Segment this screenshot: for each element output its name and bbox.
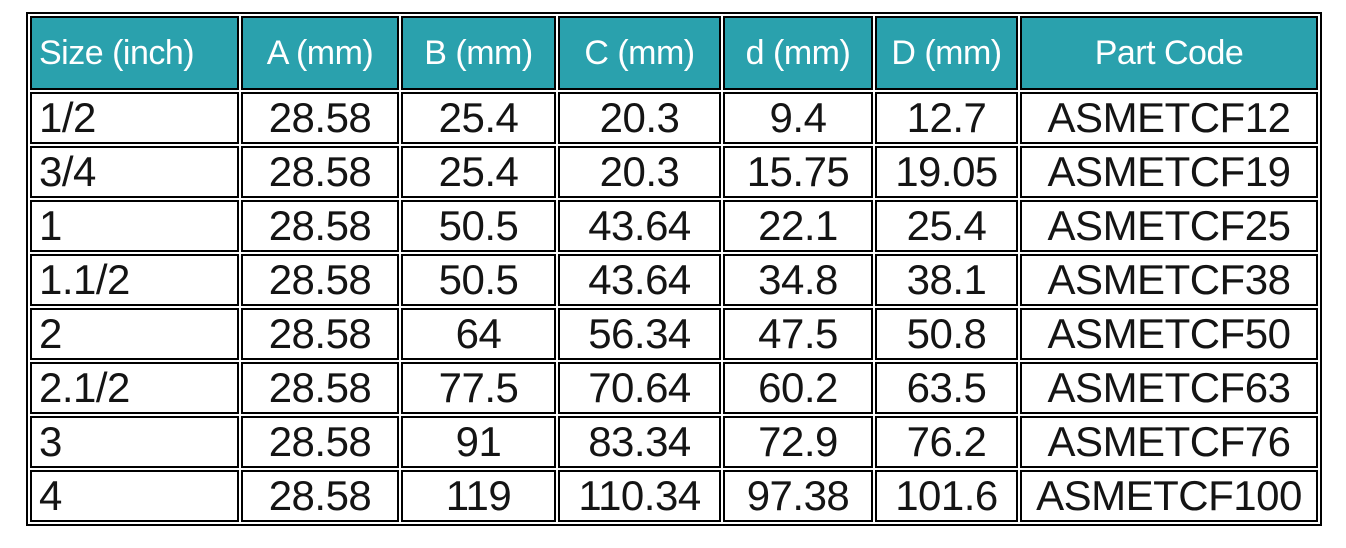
cell-part-code: ASMETCF63 [1020,362,1318,414]
cell-d-small: 9.4 [723,92,873,144]
cell-d-large: 12.7 [875,92,1018,144]
cell-size: 2.1/2 [30,362,239,414]
header-row: Size (inch) A (mm) B (mm) C (mm) d (mm) D (mm… [30,16,1318,90]
cell-size: 4 [30,470,239,522]
cell-b: 91 [401,416,556,468]
cell-c: 56.34 [558,308,721,360]
cell-d-large: 25.4 [875,200,1018,252]
cell-b: 50.5 [401,254,556,306]
cell-d-large: 101.6 [875,470,1018,522]
column-header-b: B (mm) [401,16,556,90]
column-header-part-code: Part Code [1020,16,1318,90]
cell-d-large: 50.8 [875,308,1018,360]
cell-c: 20.3 [558,146,721,198]
cell-d-large: 76.2 [875,416,1018,468]
cell-size: 1 [30,200,239,252]
table-row: 2 28.58 64 56.34 47.5 50.8 ASMETCF50 [30,308,1318,360]
table-row: 3 28.58 91 83.34 72.9 76.2 ASMETCF76 [30,416,1318,468]
table-row: 4 28.58 119 110.34 97.38 101.6 ASMETCF100 [30,470,1318,522]
cell-part-code: ASMETCF76 [1020,416,1318,468]
cell-d-small: 15.75 [723,146,873,198]
table-row: 3/4 28.58 25.4 20.3 15.75 19.05 ASMETCF19 [30,146,1318,198]
cell-a: 28.58 [241,308,399,360]
cell-b: 25.4 [401,92,556,144]
cell-a: 28.58 [241,254,399,306]
column-header-a: A (mm) [241,16,399,90]
table-body: 1/2 28.58 25.4 20.3 9.4 12.7 ASMETCF12 3/4 28.58… [30,92,1318,522]
cell-d-small: 22.1 [723,200,873,252]
dimension-spec-table: Size (inch) A (mm) B (mm) C (mm) d (mm) D (mm… [26,12,1322,526]
column-header-size: Size (inch) [30,16,239,90]
cell-c: 70.64 [558,362,721,414]
cell-d-large: 38.1 [875,254,1018,306]
cell-d-large: 19.05 [875,146,1018,198]
cell-part-code: ASMETCF100 [1020,470,1318,522]
cell-size: 2 [30,308,239,360]
cell-a: 28.58 [241,92,399,144]
cell-d-small: 34.8 [723,254,873,306]
cell-b: 119 [401,470,556,522]
cell-size: 1.1/2 [30,254,239,306]
cell-a: 28.58 [241,200,399,252]
cell-part-code: ASMETCF25 [1020,200,1318,252]
column-header-c: C (mm) [558,16,721,90]
cell-part-code: ASMETCF12 [1020,92,1318,144]
cell-size: 3 [30,416,239,468]
cell-part-code: ASMETCF38 [1020,254,1318,306]
cell-c: 83.34 [558,416,721,468]
cell-c: 43.64 [558,254,721,306]
cell-a: 28.58 [241,416,399,468]
column-header-d-large: D (mm) [875,16,1018,90]
table-row: 1 28.58 50.5 43.64 22.1 25.4 ASMETCF25 [30,200,1318,252]
table-row: 1/2 28.58 25.4 20.3 9.4 12.7 ASMETCF12 [30,92,1318,144]
cell-b: 50.5 [401,200,556,252]
cell-size: 1/2 [30,92,239,144]
cell-d-small: 60.2 [723,362,873,414]
cell-d-small: 97.38 [723,470,873,522]
cell-a: 28.58 [241,146,399,198]
cell-d-large: 63.5 [875,362,1018,414]
column-header-d-small: d (mm) [723,16,873,90]
cell-size: 3/4 [30,146,239,198]
table-row: 2.1/2 28.58 77.5 70.64 60.2 63.5 ASMETCF63 [30,362,1318,414]
cell-c: 20.3 [558,92,721,144]
table-head: Size (inch) A (mm) B (mm) C (mm) d (mm) D (mm… [30,16,1318,90]
cell-part-code: ASMETCF19 [1020,146,1318,198]
cell-c: 110.34 [558,470,721,522]
cell-d-small: 47.5 [723,308,873,360]
cell-c: 43.64 [558,200,721,252]
cell-b: 25.4 [401,146,556,198]
cell-d-small: 72.9 [723,416,873,468]
cell-b: 64 [401,308,556,360]
cell-b: 77.5 [401,362,556,414]
cell-a: 28.58 [241,362,399,414]
cell-part-code: ASMETCF50 [1020,308,1318,360]
table-row: 1.1/2 28.58 50.5 43.64 34.8 38.1 ASMETCF38 [30,254,1318,306]
cell-a: 28.58 [241,470,399,522]
